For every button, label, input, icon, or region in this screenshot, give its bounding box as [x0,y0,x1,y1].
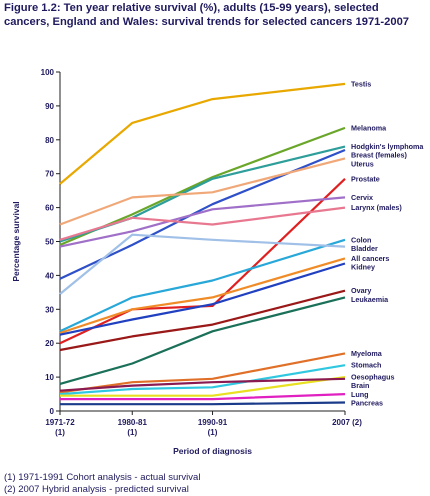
series-label: Colon [351,235,371,244]
series-label: Breast (females) [351,151,408,160]
series-label: All cancers [351,254,389,263]
y-tick-label: 80 [45,136,54,145]
series-label: Bladder [351,244,378,253]
y-tick-label: 60 [45,204,54,213]
series-line [59,82,346,185]
series-line [60,376,346,397]
series-label: Larynx (males) [351,203,402,212]
x-axis-label: Period of diagnosis [173,446,252,456]
series-line [59,206,346,241]
series-label: Kidney [351,263,375,272]
series-label: Stomach [351,361,381,370]
y-tick-label: 0 [50,407,55,416]
series-label: Lung [351,390,369,399]
footnote-1: (1) 1971-1991 Cohort analysis - actual s… [4,472,201,483]
series-line [59,238,346,333]
series-line [59,157,346,226]
series-label: Cervix [351,193,373,202]
y-tick-label: 40 [45,271,54,280]
series-line [59,377,346,392]
series-label: Ovary [351,286,371,295]
series-label: Oesophagus [351,373,395,382]
series-line [59,233,346,295]
series-line [59,262,346,336]
series-label: Brain [351,381,369,390]
footnote-2: (2) 2007 Hybrid analysis - predicted sur… [4,484,189,495]
y-tick-label: 10 [45,373,54,382]
y-tick-label: 50 [45,238,54,247]
x-tick-note: (1) [208,428,218,437]
x-tick-label: 1971-72 [45,418,75,427]
y-axis-label: Percentage survival [11,201,21,281]
x-tick-label: 1980-81 [118,418,148,427]
x-tick-label: 2007 (2) [332,418,362,427]
line-chart: 01020304050607080901001971-72(1)1980-81(… [11,68,424,456]
series-line [59,148,346,280]
series-label: Leukaemia [351,295,389,304]
y-tick-label: 100 [41,68,55,77]
series-label: Testis [351,79,371,88]
y-tick-label: 90 [45,102,54,111]
series-label: Prostate [351,174,380,183]
x-tick-label: 1990-91 [198,418,228,427]
series-line [59,364,346,396]
x-tick-note: (1) [55,428,65,437]
series-label: Myeloma [351,349,383,358]
chart-title: Figure 1.2: Ten year relative survival (… [4,2,410,28]
series-line [60,401,346,406]
series-label: Uterus [351,159,374,168]
series-line [59,257,346,335]
series-label: Hodgkin's lymphoma [351,142,424,151]
series-label: Melanoma [351,123,387,132]
y-tick-label: 30 [45,305,54,314]
y-tick-label: 70 [45,170,54,179]
series-line [60,393,346,401]
x-tick-note: (1) [127,428,137,437]
series-line [59,289,346,352]
series-label: Pancreas [351,398,383,407]
series-line [59,296,346,385]
y-tick-label: 20 [45,339,54,348]
